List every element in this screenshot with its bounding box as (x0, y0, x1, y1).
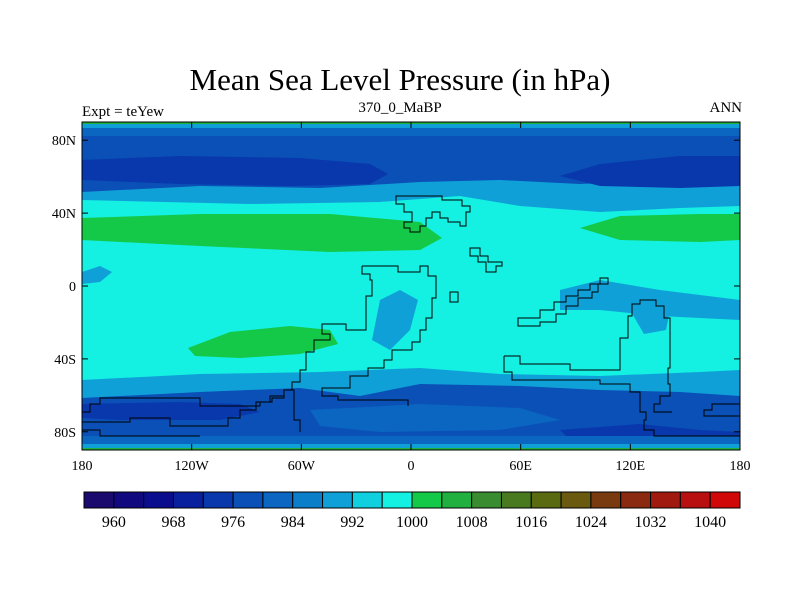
coastline-east-continent (517, 277, 609, 327)
south-low-west (82, 402, 260, 420)
plot-title: Mean Sea Level Pressure (in hPa) (189, 62, 611, 97)
north-edge-strip-2 (82, 128, 740, 136)
x-tick-label: 60E (509, 459, 532, 474)
colorbar-label: 1008 (456, 514, 488, 531)
colorbar-label: 976 (221, 514, 245, 531)
coastline-north (395, 195, 471, 233)
coastline-small-island (449, 291, 459, 303)
north-subtropical-high-west (82, 214, 442, 252)
tropical-pocket-central (372, 290, 418, 350)
colorbar-label: 992 (340, 514, 364, 531)
colorbar-swatch (530, 491, 562, 509)
colorbar-swatch (232, 491, 264, 509)
y-tick-label: 0 (69, 280, 76, 295)
colorbar-swatch (381, 491, 413, 509)
colorbar-swatch (83, 491, 115, 509)
coastline-antarctic-segment (82, 429, 200, 437)
y-tick-label: 80N (52, 134, 76, 149)
colorbar-label: 984 (281, 514, 305, 531)
south-low-central (310, 404, 560, 432)
colorbar-label: 1032 (635, 514, 667, 531)
colorbar-swatch (679, 491, 711, 509)
colorbar-swatch (500, 491, 532, 509)
colorbar-swatch (441, 491, 473, 509)
x-tick-label: 120E (616, 459, 646, 474)
colorbar-label: 1040 (694, 514, 726, 531)
colorbar-swatch (262, 491, 294, 509)
colorbar-swatch (113, 491, 145, 509)
season-label: ANN (709, 100, 743, 116)
colorbar: 960 968 976 984 992 1000 1008 1016 1024 1032 1040 (83, 491, 741, 531)
coastlines (82, 195, 740, 437)
north-low-west (82, 156, 388, 186)
pressure-field (82, 122, 740, 450)
colorbar-swatch (322, 491, 353, 509)
south-subtropical-high (188, 326, 338, 358)
colorbar-swatch (471, 491, 502, 509)
y-axis: 80N 40N 0 40S 80S (52, 134, 740, 441)
x-tick-label: 60W (288, 459, 316, 474)
colorbar-label: 1000 (396, 514, 428, 531)
y-tick-label: 40N (52, 207, 76, 222)
x-tick-label: 0 (408, 459, 415, 474)
y-tick-label: 80S (54, 426, 76, 441)
colorbar-swatch (172, 491, 204, 509)
coastline-northeast (469, 247, 503, 273)
colorbar-swatch (590, 491, 622, 509)
colorbar-swatch (411, 491, 443, 509)
colorbar-swatch (560, 491, 592, 509)
coastline-far-east (703, 403, 740, 417)
colorbar-label: 1024 (575, 514, 607, 531)
x-tick-label: 120W (175, 459, 210, 474)
colorbar-swatch (143, 491, 174, 509)
coastline-southeast-continent-2 (504, 299, 672, 413)
tropical-pocket-west (82, 266, 112, 284)
colorbar-label: 960 (102, 514, 126, 531)
time-label: 370_0_MaBP (358, 100, 442, 116)
north-subtropical-high-east (580, 214, 740, 242)
x-axis: 180 120W 60W 0 60E 120E 180 (72, 122, 751, 474)
tropical-pocket-southeast (630, 300, 670, 334)
y-tick-label: 40S (54, 353, 76, 368)
colorbar-label: 1016 (515, 514, 547, 531)
coastline-central-continent-2 (321, 265, 437, 406)
coastline-central-continent (82, 266, 373, 413)
coastline-south (82, 389, 301, 432)
x-tick-label: 180 (730, 459, 751, 474)
x-tick-label: 180 (72, 459, 93, 474)
colorbar-swatch (202, 491, 234, 509)
colorbar-swatch (709, 491, 741, 509)
south-edge-strip (82, 436, 740, 444)
colorbar-swatch (650, 491, 681, 509)
coastline-southeast-continent (503, 356, 740, 437)
experiment-label: Expt = teYew (82, 104, 164, 120)
colorbar-swatch (292, 491, 324, 509)
colorbar-label: 968 (161, 514, 185, 531)
north-low-east (560, 156, 740, 188)
colorbar-swatch (351, 491, 383, 509)
colorbar-swatch (620, 491, 652, 509)
